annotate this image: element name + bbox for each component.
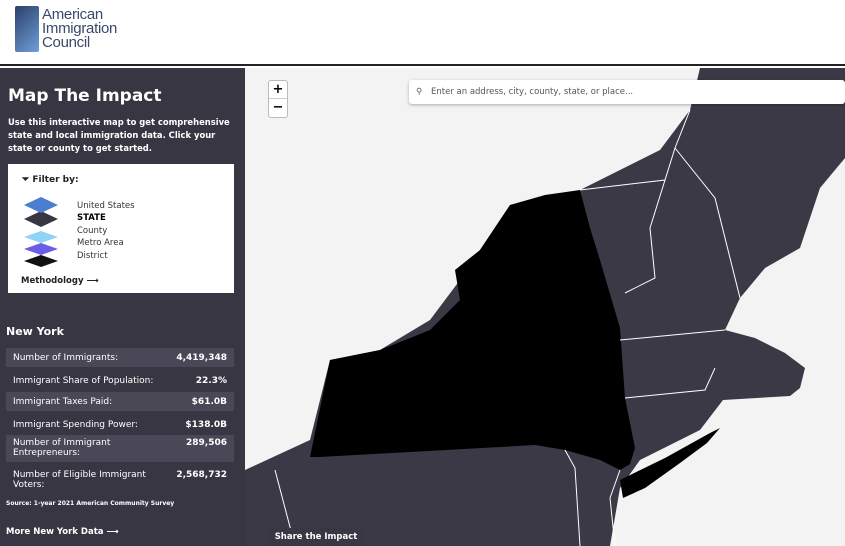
filter-icon: ⏷	[22, 175, 33, 185]
layer-state[interactable]: STATE	[77, 213, 106, 223]
layers-icon	[24, 197, 58, 267]
layer-metro-shape[interactable]	[24, 243, 58, 255]
layer-district[interactable]: District	[77, 251, 108, 261]
search-input[interactable]: ⚲ Enter an address, city, county, state,…	[409, 80, 845, 104]
more-data-link[interactable]: More New York Data ⟶	[6, 527, 119, 537]
stat-row: Number of Immigrant Entrepreneurs: 289,50…	[6, 435, 234, 462]
layer-united-states[interactable]: United States	[77, 201, 135, 211]
stat-row: Immigrant Taxes Paid: $61.0B	[6, 392, 234, 411]
stat-row: Number of Eligible Immigrant Voters: 2,56…	[13, 470, 227, 490]
sidebar: Map The Impact Use this interactive map …	[0, 68, 245, 546]
filter-panel: ⏷ Filter by: United States STATE County …	[8, 164, 234, 293]
stat-row: Immigrant Spending Power: $138.0B	[13, 419, 227, 430]
source-note: Source: 1-year 2021 American Community S…	[6, 500, 175, 507]
state-new-york[interactable]	[310, 190, 635, 470]
share-button[interactable]: Share the Impact	[267, 528, 365, 546]
page-title: Map The Impact	[8, 86, 162, 106]
layer-county-shape[interactable]	[24, 231, 58, 243]
intro-text: Use this interactive map to get comprehe…	[8, 117, 230, 153]
layer-state-shape[interactable]	[24, 211, 58, 227]
layer-county[interactable]: County	[77, 226, 108, 236]
layer-district-shape[interactable]	[24, 255, 58, 267]
map-canvas[interactable]	[245, 68, 845, 546]
state-name: New York	[6, 325, 64, 338]
logo-icon	[15, 6, 39, 52]
zoom-control: + −	[268, 80, 288, 118]
long-island[interactable]	[620, 428, 720, 498]
layer-us-shape[interactable]	[24, 197, 58, 213]
filter-heading: ⏷ Filter by:	[22, 175, 79, 185]
layer-metro-area[interactable]: Metro Area	[77, 238, 124, 248]
zoom-in-button[interactable]: +	[269, 81, 287, 99]
logo[interactable]: American Immigration Council	[15, 6, 117, 52]
header: American Immigration Council	[0, 0, 845, 66]
stat-row: Number of Immigrants: 4,419,348	[6, 348, 234, 367]
map[interactable]: + − ⚲ Enter an address, city, county, st…	[245, 68, 845, 546]
stat-row: Immigrant Share of Population: 22.3%	[13, 375, 227, 386]
search-icon: ⚲	[416, 87, 423, 97]
state-borders	[274, 109, 741, 546]
methodology-link[interactable]: Methodology ⟶	[21, 276, 99, 286]
zoom-out-button[interactable]: −	[272, 100, 284, 115]
